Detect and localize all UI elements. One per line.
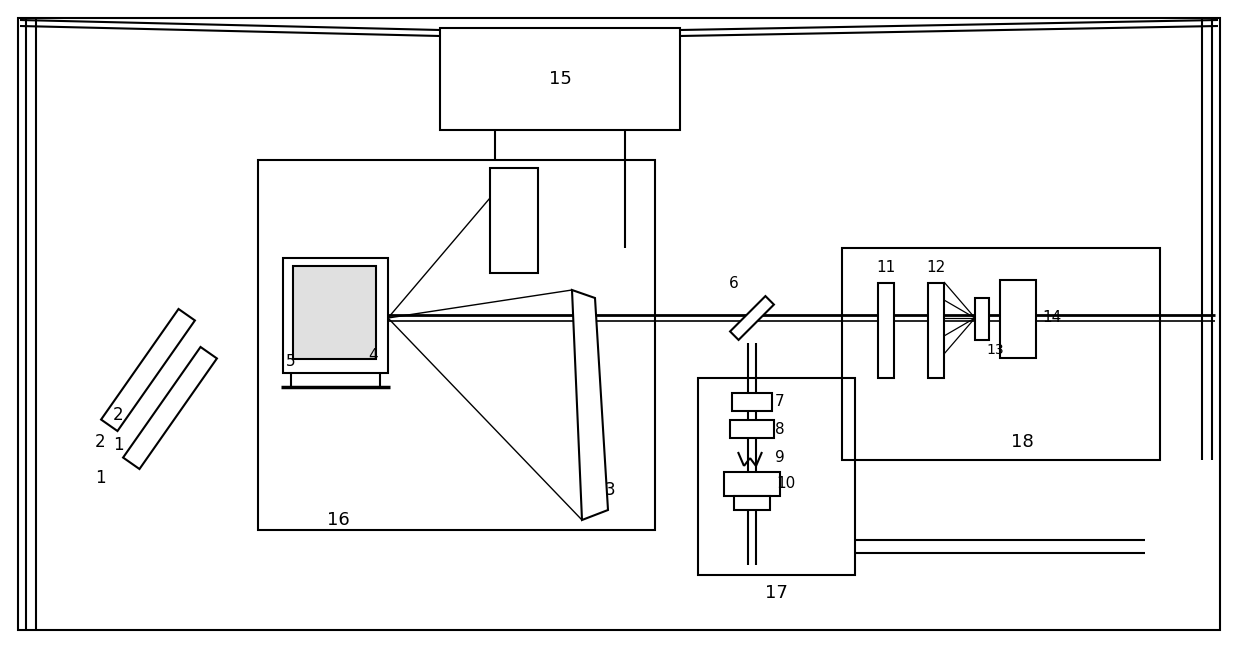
Bar (698, 378, 856, 575)
Bar (283, 258, 388, 373)
Text: 10: 10 (776, 476, 796, 491)
Text: 17: 17 (765, 584, 787, 602)
Text: 14: 14 (1043, 311, 1061, 326)
Text: 1: 1 (113, 436, 123, 454)
Text: 11: 11 (877, 261, 895, 276)
Text: 15: 15 (548, 70, 572, 88)
Text: 13: 13 (986, 343, 1004, 357)
Polygon shape (102, 309, 195, 431)
Bar (490, 168, 538, 273)
Bar (258, 160, 655, 530)
Bar (842, 248, 1159, 460)
Text: 2: 2 (94, 433, 105, 451)
Text: 6: 6 (729, 276, 739, 291)
Bar (293, 266, 376, 359)
Text: 8: 8 (775, 421, 785, 437)
Bar (878, 283, 894, 378)
Text: 16: 16 (326, 511, 350, 529)
Text: 2: 2 (113, 406, 123, 424)
Text: 12: 12 (926, 261, 946, 276)
Polygon shape (123, 347, 217, 469)
Text: 3: 3 (605, 481, 615, 499)
Text: 18: 18 (1011, 433, 1033, 451)
Text: 4: 4 (368, 348, 378, 363)
Bar (928, 283, 944, 378)
Bar (440, 28, 680, 130)
Text: 1: 1 (94, 469, 105, 487)
Bar (734, 496, 770, 510)
Text: 5: 5 (286, 354, 296, 369)
Bar (724, 472, 780, 496)
Polygon shape (572, 290, 608, 520)
Polygon shape (730, 296, 774, 340)
Bar (732, 393, 773, 411)
Bar (999, 280, 1035, 358)
Text: 9: 9 (775, 450, 785, 465)
Text: 7: 7 (775, 395, 785, 410)
Bar (730, 420, 774, 438)
Bar (975, 298, 990, 340)
